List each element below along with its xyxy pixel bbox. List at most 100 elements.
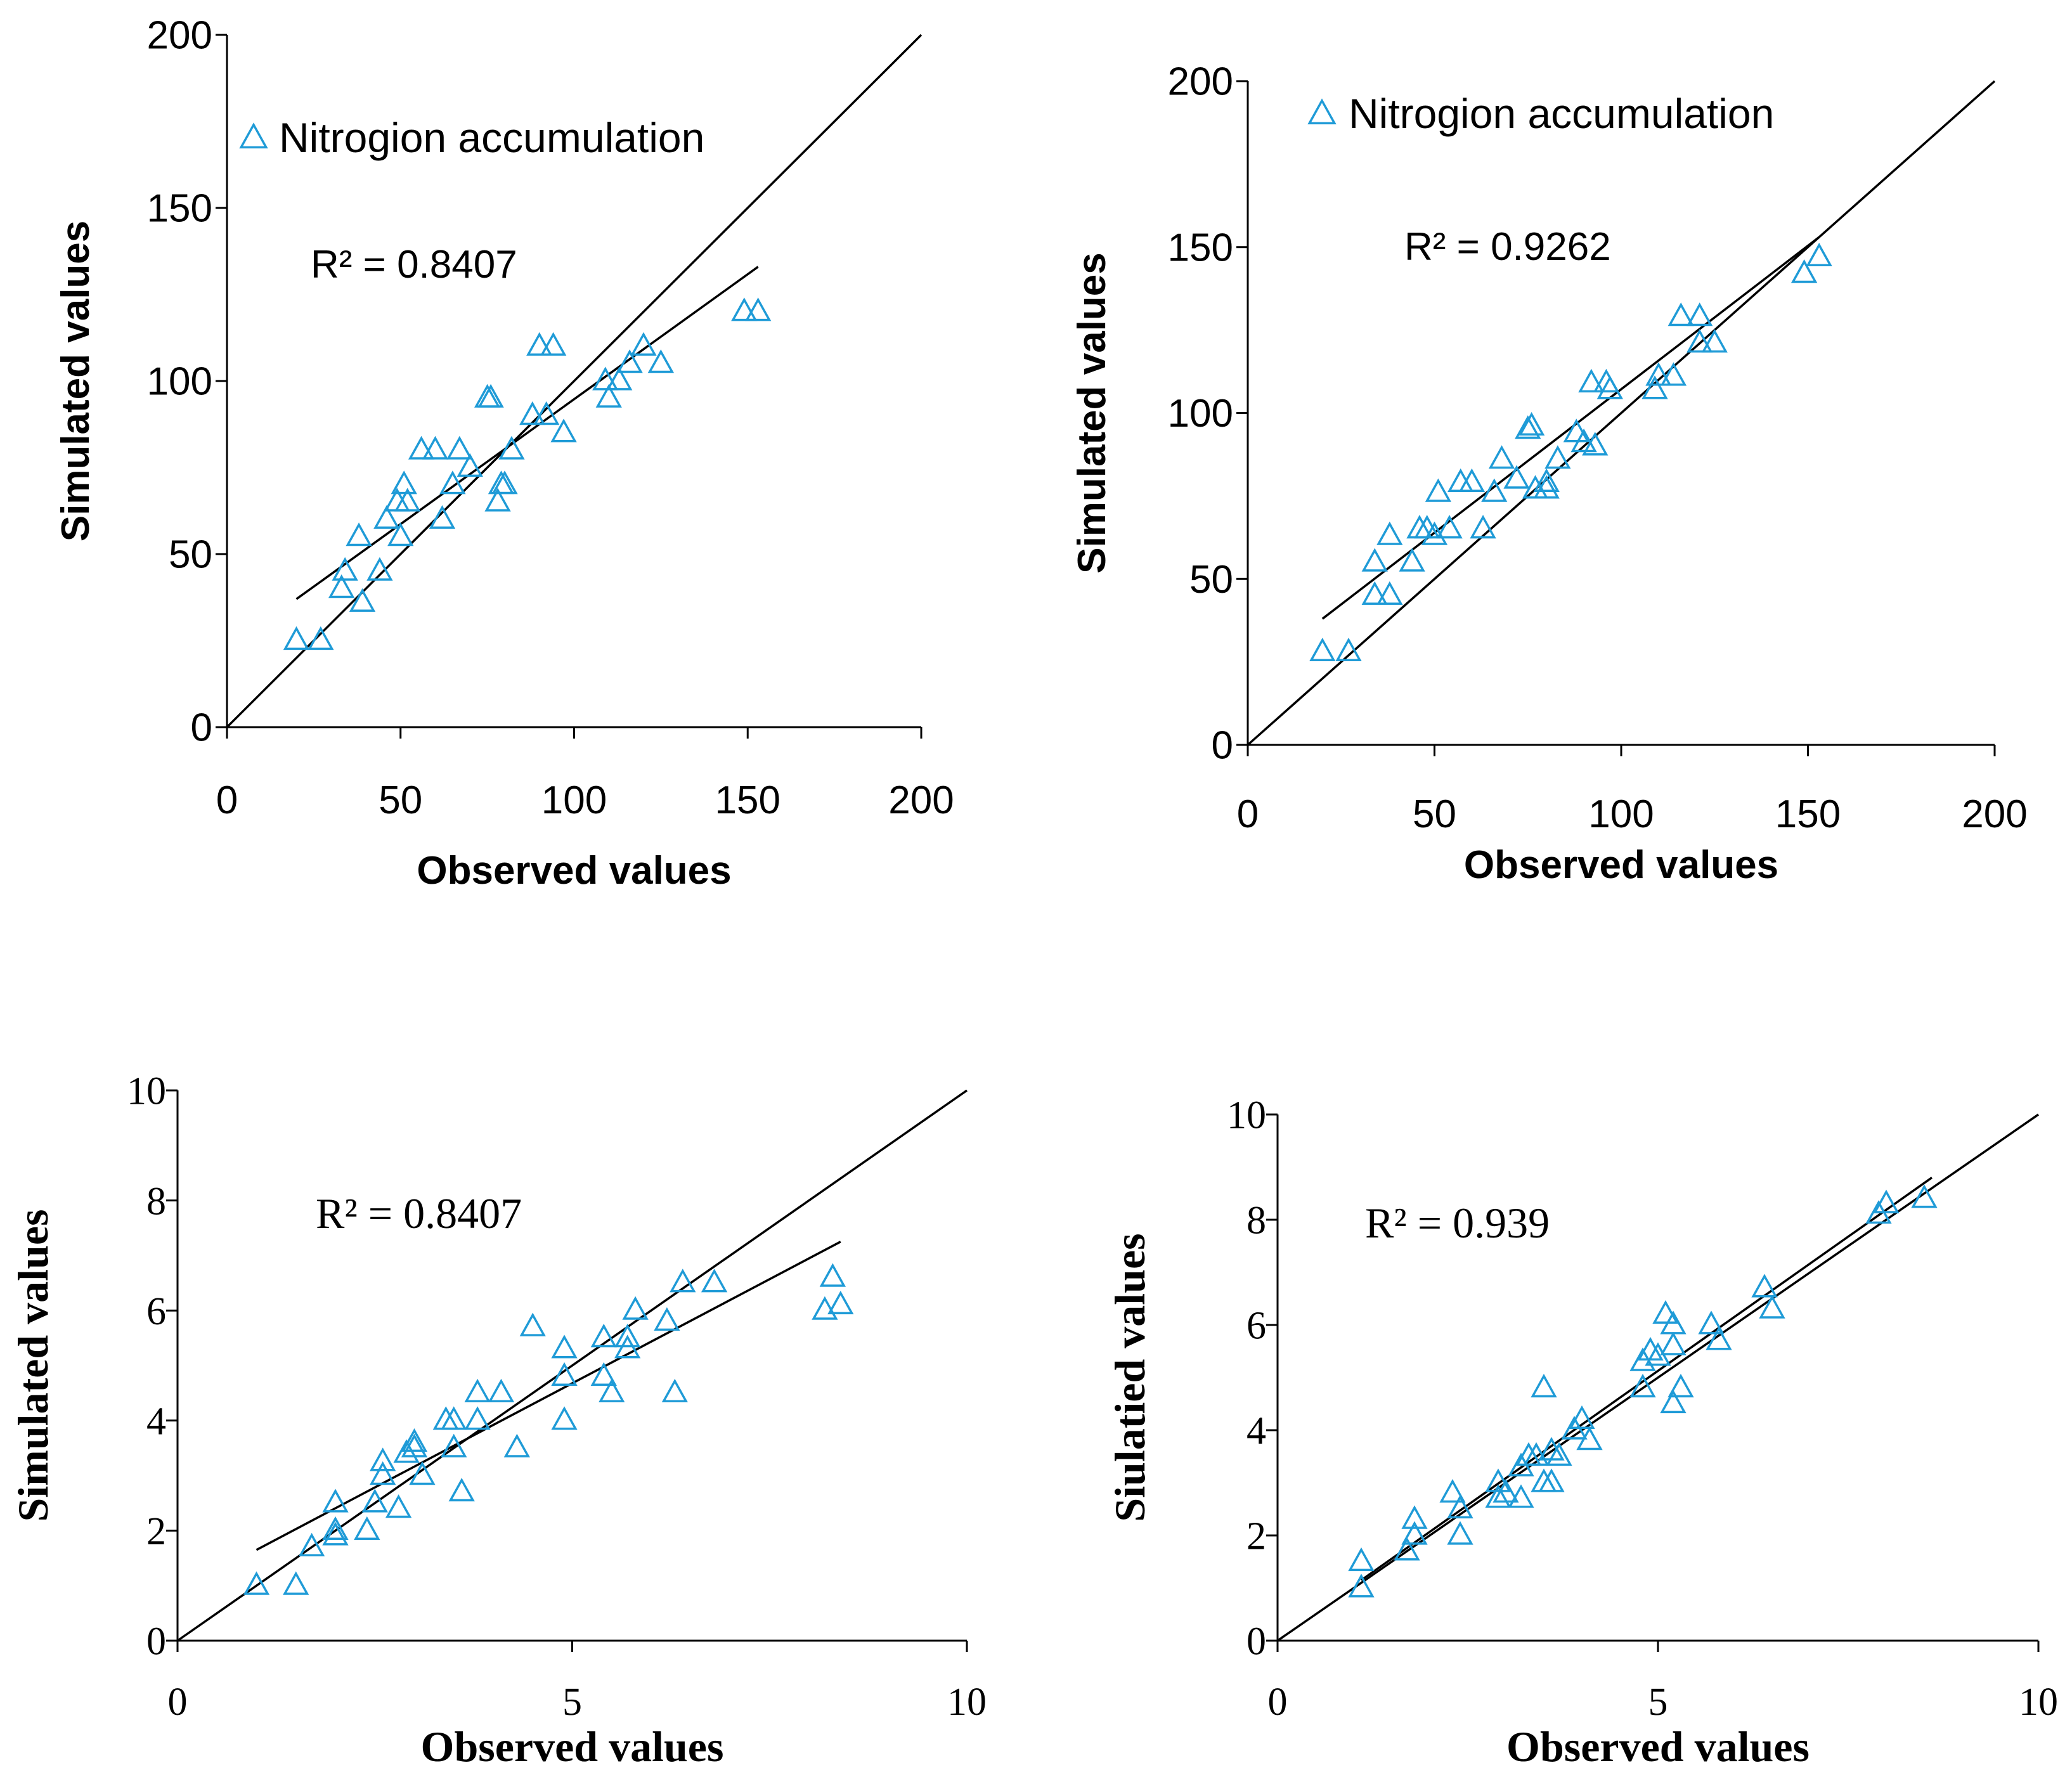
data-point-triangle xyxy=(370,1461,396,1485)
data-point-triangle xyxy=(1335,637,1362,662)
data-point-triangle xyxy=(622,1296,649,1320)
data-point-triangle xyxy=(1660,362,1687,386)
data-point-triangle xyxy=(1376,581,1403,605)
data-point-triangle xyxy=(1873,1189,1900,1213)
data-point-triangle xyxy=(661,1378,689,1402)
y-tick-label: 200 xyxy=(147,14,212,58)
data-point-triangle xyxy=(484,488,511,512)
data-point-triangle xyxy=(654,1307,680,1331)
y-tick-label: 8 xyxy=(146,1180,166,1223)
data-point-triangle xyxy=(1488,445,1515,469)
data-point-triangle xyxy=(1399,548,1425,572)
data-point-triangle xyxy=(590,1324,617,1348)
data-point-triangle xyxy=(1806,242,1832,267)
data-point-triangle xyxy=(361,1489,388,1513)
data-point-triangle xyxy=(387,522,414,546)
data-point-triangle xyxy=(441,1433,467,1457)
data-point-triangle xyxy=(1394,1537,1420,1561)
data-point-triangle xyxy=(1596,375,1623,399)
data-point-triangle xyxy=(1544,445,1571,469)
data-point-triangle xyxy=(606,366,633,391)
data-point-triangle xyxy=(464,1406,491,1430)
data-point-triangle xyxy=(731,297,758,321)
data-point-triangle xyxy=(1911,1184,1938,1208)
data-point-triangle xyxy=(354,1516,380,1540)
y-tick-label: 8 xyxy=(1246,1199,1266,1243)
data-point-triangle xyxy=(1645,362,1672,386)
one-to-one-line xyxy=(1246,80,1996,746)
chart-panel-top-left: 0 50 100 150 200 0 50 100 150 200 Observed values S… xyxy=(54,14,954,893)
x-tick-label: 50 xyxy=(379,778,422,822)
data-point-triangle xyxy=(366,557,393,581)
x-axis-label: Observed values xyxy=(417,849,731,893)
regression-line xyxy=(295,266,759,600)
data-point-triangle xyxy=(477,384,504,408)
data-point-triangle xyxy=(464,1378,491,1402)
data-point-triangle xyxy=(1439,1479,1466,1503)
data-point-triangle xyxy=(1751,1274,1778,1298)
data-point-triangle xyxy=(1576,1426,1603,1450)
data-point-triangle xyxy=(1348,1573,1375,1598)
y-tick-label: 150 xyxy=(1168,226,1233,269)
data-point-triangle xyxy=(346,522,372,546)
data-point-triangle xyxy=(1436,515,1463,539)
x-tick-label: 10 xyxy=(947,1681,987,1724)
y-tick-label: 50 xyxy=(169,533,212,577)
data-point-triangle xyxy=(1447,468,1474,493)
y-tick-label: 100 xyxy=(147,360,212,404)
data-point-triangle xyxy=(599,1378,625,1402)
data-point-triangle xyxy=(1361,548,1388,572)
y-axis-label: Simulated values xyxy=(9,1209,57,1521)
y-tick-label: 4 xyxy=(1246,1410,1266,1453)
y-tick-label: 6 xyxy=(1246,1305,1266,1348)
data-point-triangle xyxy=(1447,1521,1473,1545)
data-point-triangle xyxy=(1641,375,1668,399)
data-point-triangle xyxy=(1593,368,1620,392)
data-point-triangle xyxy=(614,1324,641,1348)
y-axis-label: Siulatied values xyxy=(1106,1233,1154,1521)
chart-panel-bottom-left: 0 2 4 6 8 10 0 5 10 Observed values Simulated valu… xyxy=(9,1070,987,1770)
one-to-one-line xyxy=(176,1089,968,1642)
data-point-triangle xyxy=(1458,468,1486,493)
data-point-triangle xyxy=(1578,368,1605,392)
legend-triangle-icon xyxy=(1307,98,1337,125)
y-tick-label: 0 xyxy=(146,1620,166,1663)
data-point-triangle xyxy=(308,626,334,650)
regression-line xyxy=(1321,236,1820,620)
data-point-triangle xyxy=(1652,1300,1679,1324)
data-point-triangle xyxy=(243,1571,270,1595)
chart-panel-top-right: 0 50 100 150 200 0 50 100 150 200 Observed values S… xyxy=(1070,60,2028,887)
data-point-triangle xyxy=(394,488,421,512)
data-point-triangle xyxy=(1531,1468,1557,1492)
data-point-triangle xyxy=(373,505,400,529)
data-point-triangle xyxy=(488,1378,515,1402)
x-tick-label: 0 xyxy=(168,1681,188,1724)
data-point-triangle xyxy=(503,1433,531,1457)
x-tick-label: 0 xyxy=(1268,1681,1288,1724)
y-tick-label: 2 xyxy=(1246,1515,1266,1558)
x-tick-label: 0 xyxy=(1237,792,1259,836)
data-point-triangle xyxy=(540,332,567,356)
data-point-triangle xyxy=(1470,515,1496,539)
data-point-triangle xyxy=(1309,637,1336,662)
data-point-triangle xyxy=(551,1362,578,1386)
chart-panel-bottom-right: 0 2 4 6 8 10 0 5 10 Observed values Siulatied valu… xyxy=(1106,1094,2058,1770)
data-point-triangle xyxy=(592,366,619,391)
data-point-triangle xyxy=(550,418,577,442)
data-point-triangle xyxy=(1503,465,1530,489)
data-point-triangle xyxy=(322,1516,349,1540)
x-tick-label: 200 xyxy=(1962,792,2027,836)
data-point-triangle xyxy=(670,1269,696,1293)
data-point-triangle xyxy=(551,1406,578,1430)
x-axis-label: Observed values xyxy=(1464,843,1778,887)
data-point-triangle xyxy=(1425,478,1452,502)
x-tick-label: 50 xyxy=(1413,792,1456,836)
data-point-triangle xyxy=(1790,259,1818,283)
data-point-triangle xyxy=(519,1312,546,1336)
data-point-triangle xyxy=(519,401,546,425)
data-point-triangle xyxy=(1348,1547,1375,1572)
y-axis-label: Simulated values xyxy=(54,221,98,542)
r-squared-annotation: R² = 0.8407 xyxy=(311,243,517,287)
y-tick-label: 50 xyxy=(1189,558,1233,602)
